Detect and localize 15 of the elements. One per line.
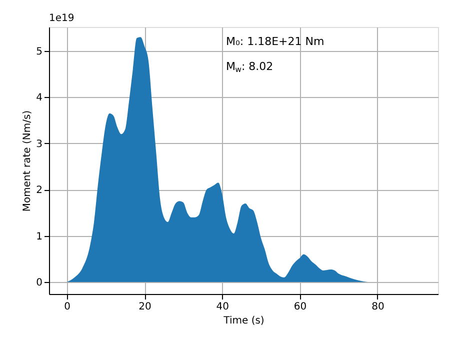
- text: 1e19: [49, 13, 74, 24]
- y-tick-label: 4: [36, 92, 42, 104]
- y-axis-title: Moment rate (Nm/s): [22, 110, 34, 212]
- x-tick-label: 20: [138, 302, 152, 312]
- y-tick-label: 2: [36, 185, 42, 196]
- x-axis-title: Time (s): [222, 316, 264, 326]
- x-tick-label: 80: [372, 302, 384, 312]
- annotation: M₀: 1.18E+21 Nm: [226, 35, 324, 48]
- x-tick-label: 40: [216, 302, 230, 312]
- y-tick-label: 5: [36, 46, 42, 58]
- y-tick-label: 0: [36, 277, 42, 288]
- y-tick-label: 1: [36, 231, 42, 242]
- x-tick-label: 0: [64, 302, 71, 312]
- x-tick-label: 60: [294, 302, 307, 312]
- y-tick-label: 3: [36, 138, 42, 150]
